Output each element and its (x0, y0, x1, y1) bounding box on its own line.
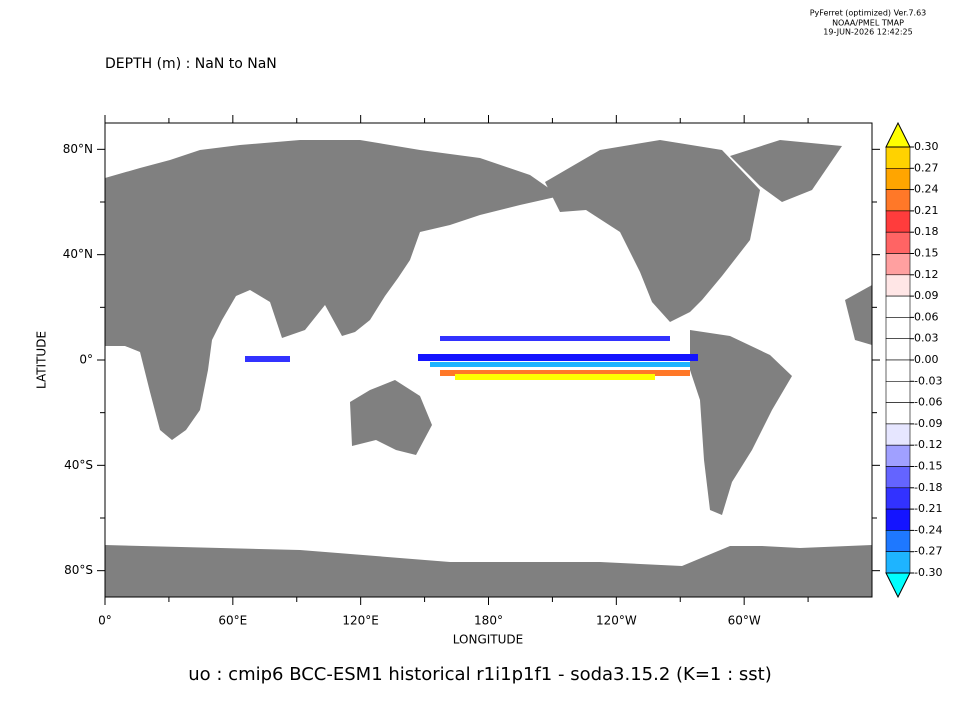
colorbar-label: 0.27 (914, 161, 939, 174)
colorbar-band (885, 359, 911, 382)
current-band (430, 362, 690, 367)
colorbar-band (885, 466, 911, 489)
colorbar-band (885, 530, 911, 553)
x-tick-label: 120°E (342, 614, 379, 628)
colorbar-label: -0.21 (914, 502, 942, 515)
colorbar-band (885, 168, 911, 190)
colorbar-band (885, 189, 911, 212)
colorbar-band (885, 423, 911, 446)
current-band (245, 356, 290, 362)
colorbar-label: -0.09 (914, 417, 942, 430)
colorbar-band (885, 231, 911, 254)
y-tick-label: 80°N (63, 142, 93, 156)
current-band (455, 374, 655, 380)
title: DEPTH (m) : NaN to NaN (105, 56, 277, 72)
colorbar-band (885, 253, 911, 276)
colorbar-label: 0.24 (914, 183, 939, 196)
colorbar-band (885, 380, 911, 403)
colorbar-label: -0.18 (914, 481, 942, 494)
current-band (440, 370, 690, 376)
colorbar-band (885, 338, 911, 361)
y-axis-label: LATITUDE (35, 331, 49, 389)
x-tick-label: 120°W (596, 614, 637, 628)
colorbar-band (885, 274, 911, 297)
colorbar-label: -0.27 (914, 545, 942, 558)
colorbar-label: -0.06 (914, 396, 942, 409)
colorbar-label: 0.21 (914, 204, 939, 217)
colorbar-band (885, 551, 911, 574)
colorbar-band (885, 487, 911, 510)
x-tick-label: 60°E (218, 614, 247, 628)
x-axis-label: LONGITUDE (453, 633, 523, 647)
y-tick-label: 0° (79, 353, 93, 367)
antarctica (105, 545, 872, 597)
colorbar-label: -0.15 (914, 460, 942, 473)
lab: NOAA/PMEL TMAP (832, 19, 904, 28)
y-tick-label: 40°N (63, 247, 93, 261)
colorbar-band (885, 317, 911, 339)
colorbar-label: -0.12 (914, 438, 942, 451)
land (105, 123, 872, 597)
current-band (418, 354, 698, 361)
colorbar-label: -0.24 (914, 523, 942, 536)
south-america (690, 330, 792, 515)
software: PyFerret (optimized) Ver.7.63 (810, 9, 927, 18)
colorbar-band (885, 146, 911, 169)
eurasia-africa (105, 140, 560, 440)
y-tick-label: 80°S (64, 563, 93, 577)
date: 19-JUN-2026 12:42:25 (823, 28, 912, 37)
colorbar-label: 0.06 (914, 310, 939, 323)
colorbar-label: 0.15 (914, 247, 939, 260)
colorbar-label: -0.03 (914, 374, 942, 387)
colorbar-label: 0.09 (914, 289, 939, 302)
footer: uo : cmip6 BCC-ESM1 historical r1i1p1f1 … (188, 664, 771, 685)
colorbar-over (885, 121, 911, 148)
x-tick-label: 60°W (728, 614, 761, 628)
y-tick-label: 40°S (64, 458, 93, 472)
colorbar-label: 0.03 (914, 332, 939, 345)
australia (350, 380, 432, 455)
current-band (440, 336, 670, 341)
colorbar-label: 0.12 (914, 268, 939, 281)
colorbar-label: 0.30 (914, 140, 939, 153)
colorbar-band (885, 210, 911, 233)
colorbar-under (885, 572, 911, 599)
colorbar-band (885, 444, 911, 467)
colorbar-label: 0.00 (914, 353, 939, 366)
colorbar-band (885, 508, 911, 531)
colorbar-label: 0.18 (914, 225, 939, 238)
europe-edge (845, 285, 872, 345)
x-tick-label: 0° (98, 614, 112, 628)
colorbar-label: -0.30 (914, 566, 942, 579)
greenland (730, 140, 842, 202)
north-america (545, 140, 760, 322)
x-tick-label: 180° (474, 614, 503, 628)
colorbar-band (885, 295, 911, 318)
colorbar-band (885, 402, 911, 425)
